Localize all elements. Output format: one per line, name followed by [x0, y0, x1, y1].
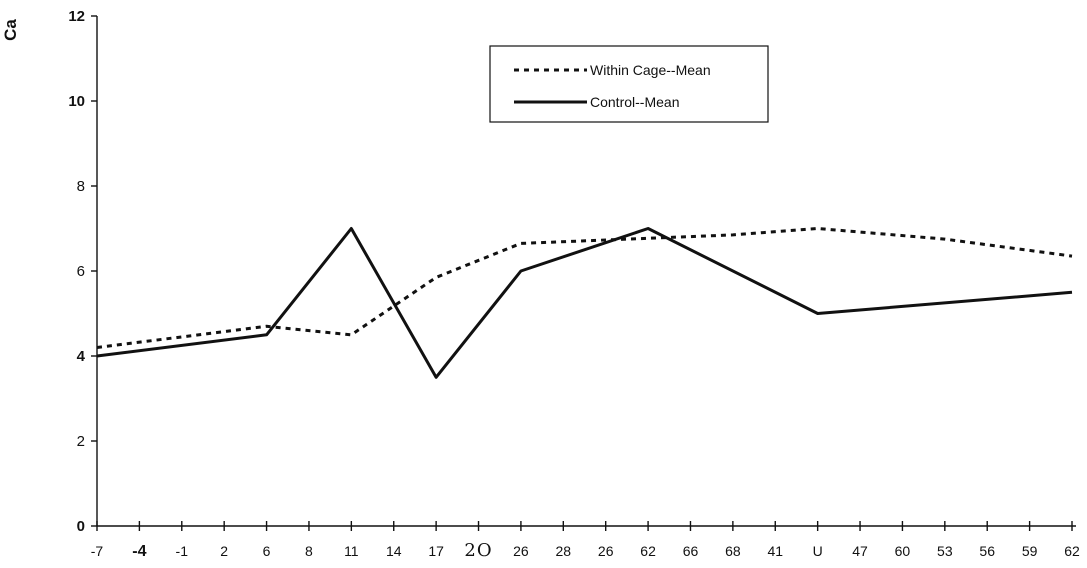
x-tick-label: 56	[979, 543, 995, 559]
x-tick-label: 62	[1064, 543, 1080, 559]
x-tick-label: 53	[937, 543, 953, 559]
x-tick-label: 47	[852, 543, 868, 559]
legend: Within Cage--Mean Control--Mean	[489, 45, 769, 123]
x-tick-label: 66	[683, 543, 699, 559]
y-tick-label: 12	[68, 8, 85, 25]
x-axis: -7 -4 -1 2 6 8 11 14 17 2O 26 28 26 62 66 68 41 U 47 60 53 56…	[91, 521, 1080, 561]
x-tick-label: 8	[305, 543, 313, 559]
y-axis-title: Ca	[1, 19, 20, 41]
y-tick-label: 6	[77, 263, 85, 280]
y-tick-label: 10	[68, 93, 85, 110]
legend-label: Control--Mean	[590, 94, 679, 110]
y-axis: 0 2 4 6 8 10 12	[68, 8, 98, 535]
x-tick-label: 68	[725, 543, 741, 559]
x-tick-label: U	[813, 543, 823, 559]
x-tick-label: 2O	[464, 540, 492, 561]
plot-series	[96, 227, 1073, 379]
y-tick-label: 4	[77, 348, 86, 365]
y-tick-label: 2	[77, 433, 85, 450]
x-tick-label: -1	[176, 543, 189, 559]
x-tick-label: 11	[344, 543, 359, 559]
x-tick-label: 2	[220, 543, 228, 559]
x-tick-label: 6	[263, 543, 271, 559]
x-tick-label: 41	[767, 543, 783, 559]
x-tick-label: 14	[386, 543, 402, 559]
x-tick-label: -4	[132, 543, 146, 560]
legend-box	[489, 45, 769, 123]
x-tick-label: 26	[513, 543, 529, 559]
x-tick-label: 26	[598, 543, 614, 559]
y-tick-label: 8	[77, 178, 85, 195]
x-tick-label: 28	[556, 543, 572, 559]
series-line-control	[96, 227, 1073, 379]
x-tick-label: 60	[895, 543, 911, 559]
x-tick-label: -7	[91, 543, 104, 559]
legend-label: Within Cage--Mean	[590, 62, 711, 78]
y-tick-label: 0	[77, 518, 85, 535]
y-axis-label: Ca	[1, 19, 20, 41]
x-tick-label: 59	[1022, 543, 1038, 559]
x-tick-label: 17	[428, 543, 444, 559]
series-line-within-cage	[96, 227, 1073, 349]
x-tick-label: 62	[640, 543, 656, 559]
